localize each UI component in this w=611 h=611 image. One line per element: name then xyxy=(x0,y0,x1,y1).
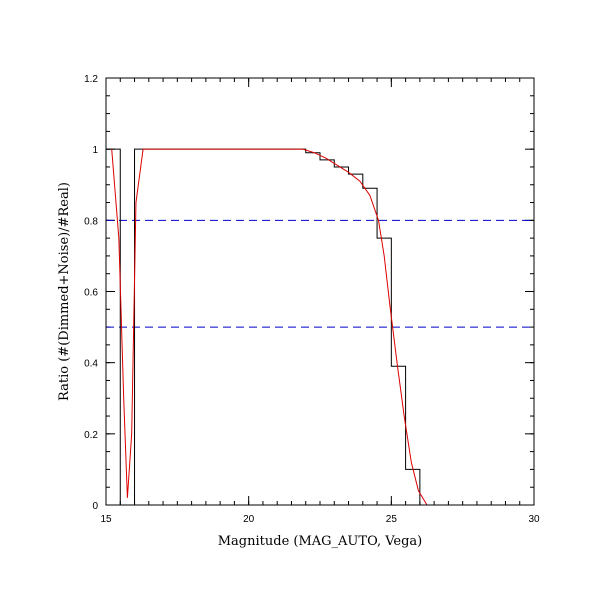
reference-lines xyxy=(106,219,534,328)
tick-labels: 15 20 25 30 0 0.2 0.4 0.6 0.8 1 1.2 xyxy=(84,74,540,525)
x-tick-label: 30 xyxy=(528,514,540,525)
y-tick-label: 1 xyxy=(92,145,98,156)
fit-curve-line xyxy=(111,148,534,506)
y-axis-title: Ratio (#(Dimmed+Noise)/#Real) xyxy=(57,182,72,401)
x-tick-label: 20 xyxy=(243,514,255,525)
x-tick-label: 25 xyxy=(386,514,398,525)
plot-frame xyxy=(105,77,535,506)
y-tick-label: 0 xyxy=(92,501,98,512)
y-tick-label: 0.6 xyxy=(84,288,98,299)
y-tick-label: 0.4 xyxy=(84,359,98,370)
x-axis-title: Magnitude (MAG_AUTO, Vega) xyxy=(218,534,423,549)
y-tick-label: 0.8 xyxy=(84,216,98,227)
y-tick-label: 0.2 xyxy=(84,430,98,441)
y-tick-label: 1.2 xyxy=(84,74,98,85)
x-tick-label: 15 xyxy=(100,514,112,525)
